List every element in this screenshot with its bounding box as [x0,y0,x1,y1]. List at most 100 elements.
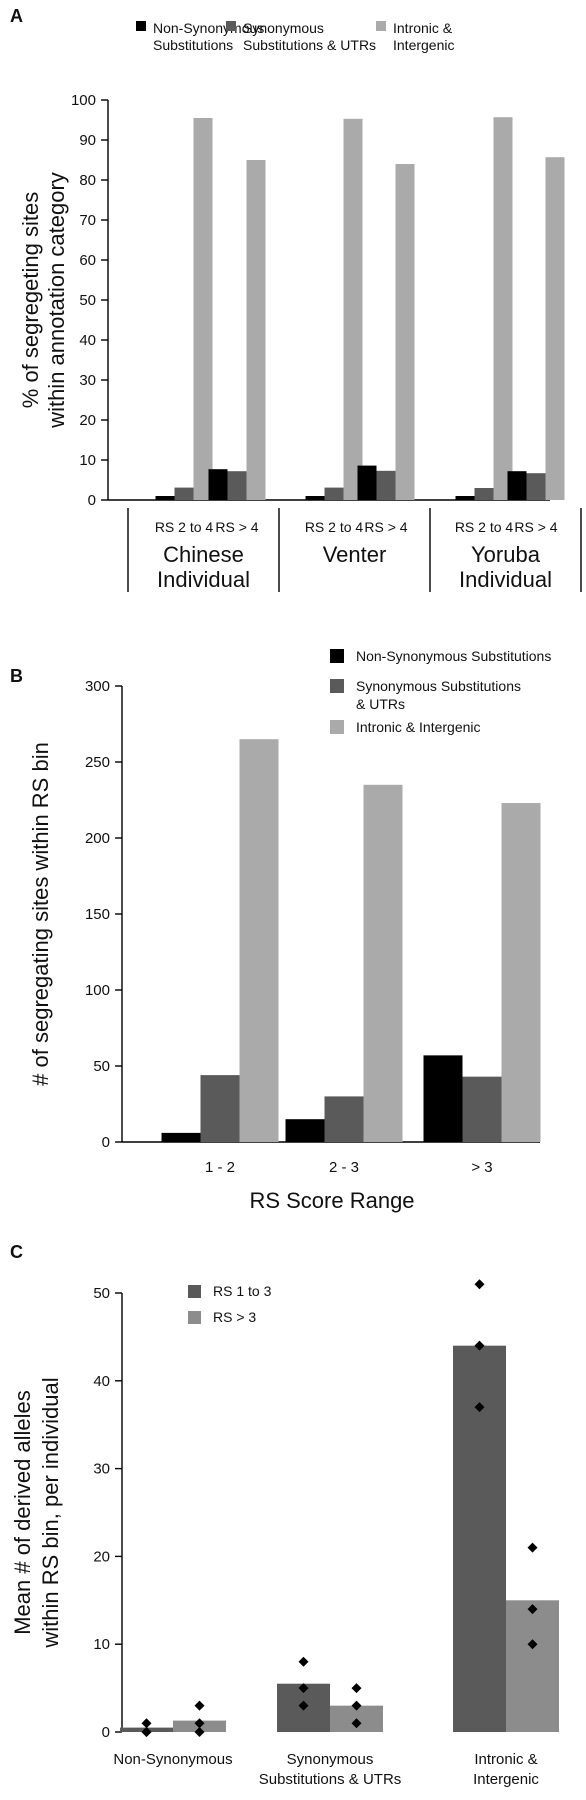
bar [501,803,541,1142]
panel-b-letter: B [10,666,23,686]
panel-b-category-label: 1 - 2 [205,1159,235,1176]
panel-c-category-label: Synonymous [287,1751,374,1768]
bar [239,739,279,1142]
data-point [141,1718,152,1729]
bar [395,164,415,500]
panel-b-y-tick-label: 250 [85,754,110,771]
panel-c-y-tick-label: 20 [93,1548,110,1565]
bar [462,1076,502,1142]
panel-a-y-tick-label: 80 [79,172,96,189]
bar [363,784,403,1142]
panel-a-y-tick-label: 40 [79,332,96,349]
legend-swatch [188,1311,201,1324]
panel-a-y-tick-label: 70 [79,212,96,229]
panel-b-y-tick-label: 150 [85,906,110,923]
data-point [194,1718,205,1729]
bar [200,1075,240,1142]
data-point [298,1700,309,1711]
bar [506,1600,559,1732]
bar [174,487,194,500]
panel-a-y-tick-label: 60 [79,252,96,269]
bar [507,471,527,500]
data-point [474,1402,485,1413]
panel-b-category-label: > 3 [471,1159,492,1176]
data-point [527,1542,538,1553]
panel-b-y-tick-label: 100 [85,982,110,999]
data-point [141,1727,152,1737]
panel-a-group-label: Venter [323,542,387,567]
bar [324,1096,364,1142]
bar [155,496,175,500]
legend-label: & UTRs [356,696,405,712]
panel-a-category-label: RS 2 to 4 [155,519,214,535]
panel-a-group-label: Individual [459,567,552,592]
panel-a-group-label: Yoruba [471,542,541,567]
legend-label: RS > 3 [213,1309,256,1325]
panel-a-y-tick-label: 0 [88,492,96,509]
panel-a-y-tick-label: 90 [79,132,96,149]
panel-b-x-label: RS Score Range [249,1188,414,1213]
panel-c-category-label: Intergenic [473,1771,539,1788]
panel-a-y-tick-label: 50 [79,292,96,309]
bar [493,117,513,500]
legend-swatch [376,21,386,31]
panel-a-category-label: RS > 4 [364,519,407,535]
data-point [194,1727,205,1737]
legend-label: Synonymous Substitutions [356,678,521,694]
panel-b-y-tick-label: 50 [93,1058,110,1075]
panel-c-y-label: Mean # of derived alleles [10,1390,35,1635]
legend-label: Intergenic [393,37,454,53]
legend-label: Non-Synonymous [153,20,264,36]
data-point [527,1604,538,1615]
panel-c-y-tick-label: 10 [93,1636,110,1653]
panel-a-category-label: RS > 4 [215,519,258,535]
legend-swatch [330,679,344,693]
panel-a-y-label: within annotation category [44,172,69,429]
panel-a-category-label: RS 2 to 4 [455,519,514,535]
panel-c-category-label: Intronic & [474,1751,537,1768]
bar [246,160,266,500]
legend-label: Non-Synonymous Substitutions [356,648,551,664]
panel-a-y-tick-label: 30 [79,372,96,389]
panel-a-letter: A [10,6,23,26]
panel-b-category-label: 2 - 3 [329,1159,359,1176]
panel-c-category-label: Substitutions & UTRs [259,1771,402,1788]
panel-a-group-label: Chinese [163,542,244,567]
bar [343,118,363,501]
legend-label: Synonymous [243,20,324,36]
bar [305,496,325,500]
legend-swatch [226,21,236,31]
panel-c-letter: C [10,1242,23,1262]
legend-label: Substitutions & UTRs [243,37,376,53]
bar [474,488,494,500]
bar [526,473,546,500]
bar [423,1055,463,1142]
data-point [351,1718,362,1729]
legend-label: Intronic & [393,20,453,36]
bar [455,496,475,500]
panel-b-y-tick-label: 300 [85,678,110,695]
data-point [351,1683,362,1694]
panel-b-y-tick-label: 200 [85,830,110,847]
panel-c-y-label: within RS bin, per individual [38,1377,63,1648]
panel-b-y-tick-label: 0 [102,1134,110,1151]
data-point [527,1639,538,1650]
panel-b-y-label: # of segregating sites within RS bin [28,742,53,1086]
bar [545,157,565,500]
bar [208,469,228,500]
legend-label: RS 1 to 3 [213,1283,272,1299]
panel-a-y-tick-label: 10 [79,452,96,469]
panel-c-y-tick-label: 40 [93,1373,110,1390]
legend-label: Substitutions [153,37,233,53]
legend-swatch [188,1285,201,1298]
bar [193,118,213,500]
panel-c-y-tick-label: 30 [93,1461,110,1478]
bar [376,470,396,500]
data-point [298,1683,309,1694]
panel-a-y-label: % of segregeting sites [18,192,43,408]
panel-a-category-label: RS 2 to 4 [305,519,364,535]
panel-c-y-tick-label: 50 [93,1285,110,1302]
bar [285,1119,325,1142]
legend-swatch [330,720,344,734]
